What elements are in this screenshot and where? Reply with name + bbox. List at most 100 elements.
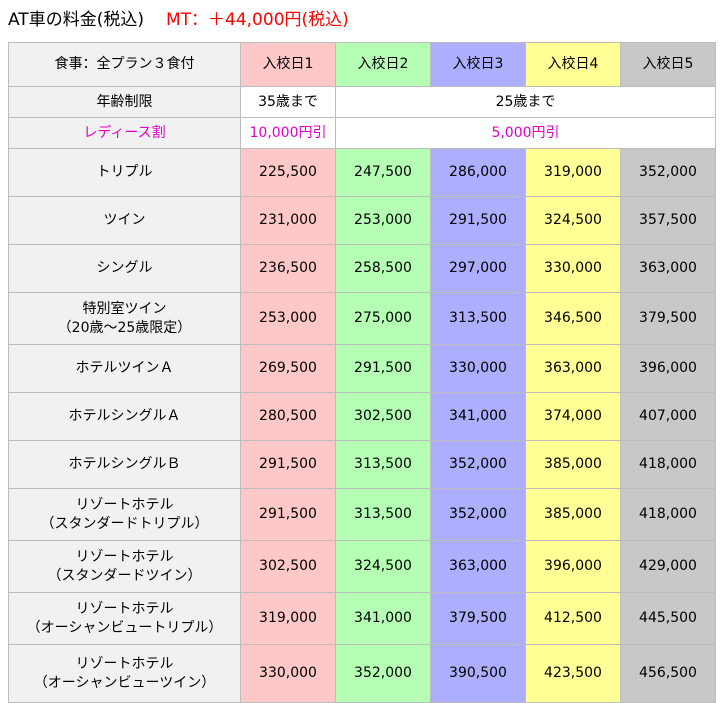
plan-name: ホテルシングルＢ [68,456,181,472]
plan-name-cell: ホテルシングルＡ [8,392,241,441]
page-title: AT車の料金(税込) [8,10,144,30]
plan-name-cell: リゾートホテル （スタンダードトリプル） [8,488,241,541]
price-cell-day3: 313,500 [430,292,526,345]
price-cell-day3: 390,500 [430,644,526,703]
price-cell-day1: 225,500 [240,148,336,197]
plan-name-cell: ツイン [8,196,241,245]
ladies-discount-day1: 10,000円引 [240,117,336,149]
price-cell-day1: 291,500 [240,440,336,489]
plan-row: ホテルシングルＡ 280,500 302,500 341,000 374,000 407,… [8,392,716,441]
price-cell-day5: 418,000 [620,488,716,541]
plan-row: ホテルツインＡ 269,500 291,500 330,000 363,000 396,0… [8,344,716,393]
day-header-3: 入校日3 [430,42,526,87]
plan-name-cell: 特別室ツイン （20歳～25歳限定） [8,292,241,345]
plan-row: ツイン 231,000 253,000 291,500 324,500 357,500 [8,196,716,245]
price-table-body: 食事：全プラン３食付 入校日1 入校日2 入校日3 入校日4 入校日5 年齢制限… [8,42,716,703]
price-cell-day4: 363,000 [525,344,621,393]
price-cell-day5: 456,500 [620,644,716,703]
plan-name-cell: リゾートホテル （オーシャンビューツイン） [8,644,241,703]
price-cell-day4: 385,000 [525,440,621,489]
price-cell-day5: 363,000 [620,244,716,293]
age-limit-row: 年齢制限 35歳まで 25歳まで [8,86,716,118]
price-cell-day4: 374,000 [525,392,621,441]
price-cell-day3: 341,000 [430,392,526,441]
price-cell-day3: 352,000 [430,488,526,541]
plan-subtitle: （スタンダードツイン） [47,567,202,584]
price-cell-day3: 330,000 [430,344,526,393]
plan-row: リゾートホテル （オーシャンビューツイン） 330,000 352,000 390,50… [8,644,716,703]
day-header-2: 入校日2 [335,42,431,87]
table-header-row: 食事：全プラン３食付 入校日1 入校日2 入校日3 入校日4 入校日5 [8,42,716,87]
price-cell-day2: 324,500 [335,540,431,593]
plan-name: リゾートホテル [75,600,174,617]
price-cell-day1: 330,000 [240,644,336,703]
price-cell-day5: 429,000 [620,540,716,593]
price-cell-day2: 291,500 [335,344,431,393]
plan-name: トリプル [96,164,153,180]
plan-name: 特別室ツイン [82,300,167,317]
plan-subtitle: （オーシャンビュートリプル） [26,619,223,636]
plan-row: 特別室ツイン （20歳～25歳限定） 253,000 275,000 313,500 34… [8,292,716,345]
price-cell-day4: 412,500 [525,592,621,645]
price-cell-day3: 291,500 [430,196,526,245]
price-cell-day4: 423,500 [525,644,621,703]
plan-name-cell: リゾートホテル （スタンダードツイン） [8,540,241,593]
page-heading: AT車の料金(税込) MT：＋44,000円(税込) [8,8,349,32]
price-cell-day2: 302,500 [335,392,431,441]
price-cell-day2: 313,500 [335,488,431,541]
plan-subtitle: （スタンダードトリプル） [40,515,209,532]
price-cell-day5: 357,500 [620,196,716,245]
ladies-discount-rest: 5,000円引 [335,117,716,149]
plan-name: ツイン [103,212,146,228]
price-cell-day1: 269,500 [240,344,336,393]
price-cell-day2: 275,000 [335,292,431,345]
plan-name: シングル [96,260,153,276]
plan-name-cell: シングル [8,244,241,293]
price-cell-day4: 324,500 [525,196,621,245]
plan-row: リゾートホテル （スタンダードトリプル） 291,500 313,500 352,000… [8,488,716,541]
day-header-1: 入校日1 [240,42,336,87]
price-cell-day3: 363,000 [430,540,526,593]
price-cell-day1: 319,000 [240,592,336,645]
price-cell-day3: 352,000 [430,440,526,489]
ladies-discount-row: レディース割 10,000円引 5,000円引 [8,117,716,149]
price-cell-day4: 385,000 [525,488,621,541]
price-cell-day2: 247,500 [335,148,431,197]
price-cell-day2: 341,000 [335,592,431,645]
price-cell-day1: 236,500 [240,244,336,293]
meal-note-cell: 食事：全プラン３食付 [8,42,241,87]
plan-name-cell: リゾートホテル （オーシャンビュートリプル） [8,592,241,645]
day-header-5: 入校日5 [620,42,716,87]
price-cell-day1: 302,500 [240,540,336,593]
price-cell-day2: 258,500 [335,244,431,293]
plan-name: ホテルツインＡ [75,360,174,376]
price-cell-day5: 407,000 [620,392,716,441]
price-cell-day5: 379,500 [620,292,716,345]
price-cell-day4: 319,000 [525,148,621,197]
price-table: 食事：全プラン３食付 入校日1 入校日2 入校日3 入校日4 入校日5 年齢制限… [8,42,716,703]
plan-subtitle: （20歳～25歳限定） [57,319,192,336]
plan-subtitle: （オーシャンビューツイン） [33,674,216,691]
price-cell-day1: 291,500 [240,488,336,541]
price-cell-day2: 352,000 [335,644,431,703]
plan-name: リゾートホテル [75,655,174,672]
plan-name-cell: トリプル [8,148,241,197]
age-limit-label: 年齢制限 [8,86,241,118]
plan-name-cell: ホテルシングルＢ [8,440,241,489]
price-cell-day1: 253,000 [240,292,336,345]
price-cell-day5: 445,500 [620,592,716,645]
age-limit-day1: 35歳まで [240,86,336,118]
plan-row: リゾートホテル （スタンダードツイン） 302,500 324,500 363,000 3… [8,540,716,593]
price-cell-day4: 330,000 [525,244,621,293]
price-cell-day5: 352,000 [620,148,716,197]
price-cell-day5: 396,000 [620,344,716,393]
mt-surcharge-note: MT：＋44,000円(税込) [165,10,349,30]
plan-name: リゾートホテル [75,548,174,565]
ladies-discount-label: レディース割 [8,117,241,149]
price-cell-day3: 379,500 [430,592,526,645]
price-cell-day4: 396,000 [525,540,621,593]
day-header-4: 入校日4 [525,42,621,87]
plan-row: シングル 236,500 258,500 297,000 330,000 363,000 [8,244,716,293]
price-cell-day2: 253,000 [335,196,431,245]
age-limit-rest: 25歳まで [335,86,716,118]
